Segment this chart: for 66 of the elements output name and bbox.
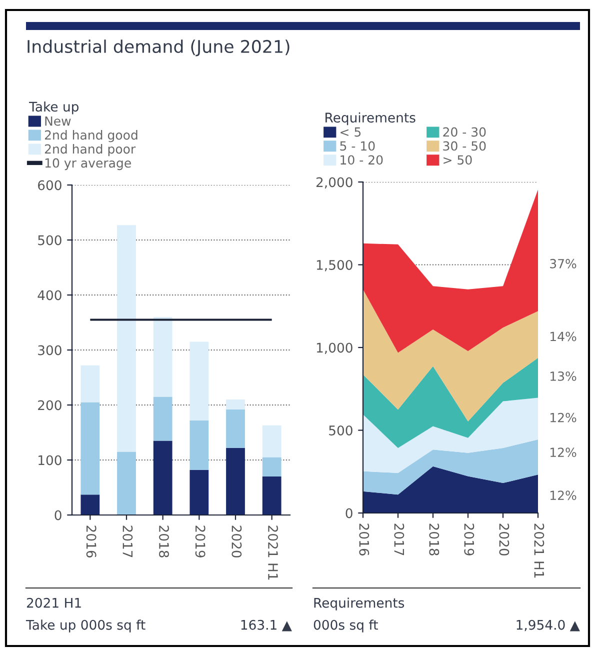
text: Requirements	[314, 598, 404, 610]
y-tick-label: 0	[54, 510, 62, 520]
bar	[262, 476, 282, 515]
bar	[80, 494, 100, 515]
x-tick-label: 2018	[159, 526, 169, 558]
x-tick-label: 2019	[464, 524, 474, 556]
bar	[117, 225, 136, 452]
bar	[80, 402, 100, 495]
text: 2021 H1	[26, 598, 81, 608]
y-tick-label: 400	[38, 290, 62, 300]
annotation: 12%	[550, 448, 576, 458]
legend-label: 2nd hand good	[44, 130, 138, 142]
x-tick-label: 2018	[429, 524, 440, 556]
x-tick-label: 2020	[232, 526, 242, 558]
legend-label: 10 - 20	[340, 155, 383, 165]
x-tick-label: 2021 H1	[534, 524, 544, 578]
bar	[226, 400, 245, 410]
chart-title: Industrial demand (June 2021)	[28, 40, 290, 56]
x-tick-label: 2021 H1	[268, 526, 278, 580]
y-tick-label: 600	[38, 180, 62, 190]
bar	[153, 440, 172, 515]
y-tick-label: 300	[38, 345, 62, 356]
bar	[153, 396, 172, 441]
legend-label: 5 - 10	[340, 141, 375, 151]
legend-title: Take up	[29, 101, 78, 114]
y-tick-label: 200	[38, 400, 62, 410]
legend-label: > 50	[444, 155, 472, 165]
legend-label: 20 - 30	[443, 127, 486, 137]
legend-label: 2nd hand poor	[44, 144, 136, 156]
bar	[190, 420, 209, 470]
y-tick-label: 500	[38, 235, 62, 246]
bar	[153, 317, 172, 397]
bar	[190, 470, 209, 515]
legend-label: < 5	[340, 127, 361, 137]
bar	[80, 365, 100, 402]
legend-label: 10 yr average	[45, 158, 131, 170]
annotation: 37%	[550, 258, 576, 268]
y-tick-label: 1,500	[316, 260, 352, 272]
annotation: 14%	[550, 332, 576, 342]
x-tick-label: 2020	[499, 524, 510, 556]
x-tick-label: 2016	[86, 526, 96, 558]
text: Take up 000s sq ft	[26, 620, 146, 632]
text: 1,954.0 ▲	[516, 620, 580, 632]
x-tick-label: 2016	[359, 524, 370, 556]
bar	[190, 342, 209, 420]
x-tick-label: 2019	[195, 526, 206, 558]
y-tick-label: 100	[38, 455, 62, 466]
text: 000s sq ft	[314, 620, 378, 632]
annotation: 12%	[550, 412, 576, 422]
x-tick-label: 2017	[394, 524, 404, 556]
bar	[226, 448, 245, 515]
legend-label: 30 - 50	[443, 141, 486, 151]
annotation: 13%	[550, 371, 576, 381]
y-tick-label: 0	[346, 508, 352, 518]
bar	[262, 425, 282, 458]
legend-title: Requirements	[326, 112, 416, 126]
bar	[262, 457, 282, 476]
bar	[226, 409, 245, 448]
y-tick-label: 2,000	[316, 177, 352, 189]
text: 163.1 ▲	[241, 620, 292, 632]
annotation: 12%	[550, 490, 576, 500]
bar	[117, 452, 136, 515]
y-tick-label: 1,000	[316, 342, 352, 354]
x-tick-label: 2017	[122, 526, 133, 558]
legend-label: New	[45, 116, 71, 126]
y-tick-label: 500	[329, 425, 352, 436]
